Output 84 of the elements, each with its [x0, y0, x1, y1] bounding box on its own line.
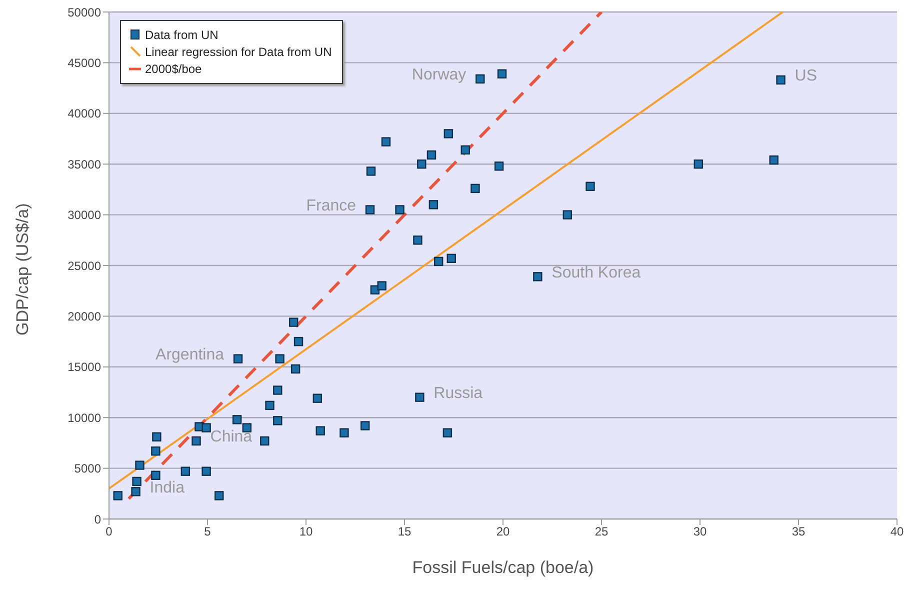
y-tick-label: 15000: [68, 360, 102, 374]
point: [533, 272, 542, 282]
x-tick-label: 5: [204, 524, 212, 539]
point: [340, 428, 349, 438]
legend-label: 2000$/boe: [145, 62, 202, 76]
point: [288, 318, 298, 327]
annotation: China: [210, 428, 252, 446]
x-tick-label: 20: [496, 524, 510, 539]
point: [476, 74, 485, 84]
point: [470, 184, 480, 194]
point: [562, 210, 572, 220]
x-tick-label: 0: [106, 524, 113, 539]
annotation: France: [306, 197, 356, 214]
annotation: US: [794, 68, 818, 85]
point: [214, 491, 224, 500]
annotation: India: [150, 479, 185, 496]
point: [273, 386, 282, 395]
point: [316, 426, 325, 436]
point: [446, 254, 456, 263]
y-tick-label: 20000: [68, 309, 102, 324]
point: [494, 162, 504, 171]
point: [260, 436, 270, 446]
point: [265, 400, 274, 410]
x-tick-label: 35: [792, 524, 806, 539]
point: [360, 421, 370, 430]
y-tick-label: 10000: [68, 410, 102, 425]
point: [395, 205, 404, 214]
point: [202, 466, 211, 476]
point: [460, 145, 470, 155]
point: [202, 423, 211, 432]
y-tick-label: 50000: [68, 5, 102, 20]
point: [135, 460, 144, 470]
annotation: Norway: [412, 66, 466, 84]
x-tick-label: 40: [890, 524, 904, 539]
annotation: Russia: [434, 385, 483, 402]
point: [151, 470, 160, 480]
point: [365, 205, 375, 214]
point: [377, 281, 386, 290]
point: [415, 392, 424, 402]
point: [152, 432, 162, 442]
x-tick-label: 25: [594, 524, 608, 539]
point: [294, 336, 304, 346]
y-tick-label: 35000: [68, 157, 102, 172]
point: [366, 166, 376, 176]
legend-label: Linear regression for Data from UN: [145, 45, 332, 59]
point: [233, 354, 243, 364]
point: [192, 436, 201, 446]
point: [232, 415, 242, 424]
point: [132, 476, 142, 486]
point: [769, 155, 778, 165]
point: [131, 487, 140, 496]
point: [151, 446, 160, 456]
annotation: South Korea: [552, 264, 641, 282]
point: [275, 354, 284, 364]
legend-label: Data from UN: [145, 28, 218, 42]
y-tick-label: 45000: [68, 56, 102, 70]
point: [694, 160, 704, 169]
point: [290, 364, 300, 374]
point: [273, 416, 282, 426]
point: [586, 182, 595, 192]
y-tick-label: 0: [94, 512, 102, 526]
point: [497, 69, 507, 78]
y-tick-label: 30000: [68, 208, 102, 222]
y-tick-label: 40000: [68, 106, 102, 121]
point: [442, 428, 452, 438]
annotation: Argentina: [156, 346, 224, 364]
point: [417, 160, 426, 169]
x-axis-title: Fossil Fuels/cap (boe/a): [412, 558, 594, 577]
y-axis-title: GDP/cap (US$/a): [13, 203, 32, 336]
point: [426, 150, 436, 160]
point: [413, 236, 422, 245]
point: [381, 137, 391, 146]
point: [428, 200, 438, 210]
point: [312, 394, 322, 403]
x-tick-label: 30: [693, 524, 707, 539]
x-tick-label: 10: [299, 524, 313, 539]
y-tick-label: 5000: [74, 462, 102, 476]
x-tick-label: 15: [398, 524, 412, 539]
point: [776, 75, 786, 85]
point: [444, 129, 454, 138]
point: [113, 491, 122, 500]
y-tick-label: 25000: [68, 258, 102, 273]
point: [180, 466, 190, 476]
point: [434, 256, 444, 266]
